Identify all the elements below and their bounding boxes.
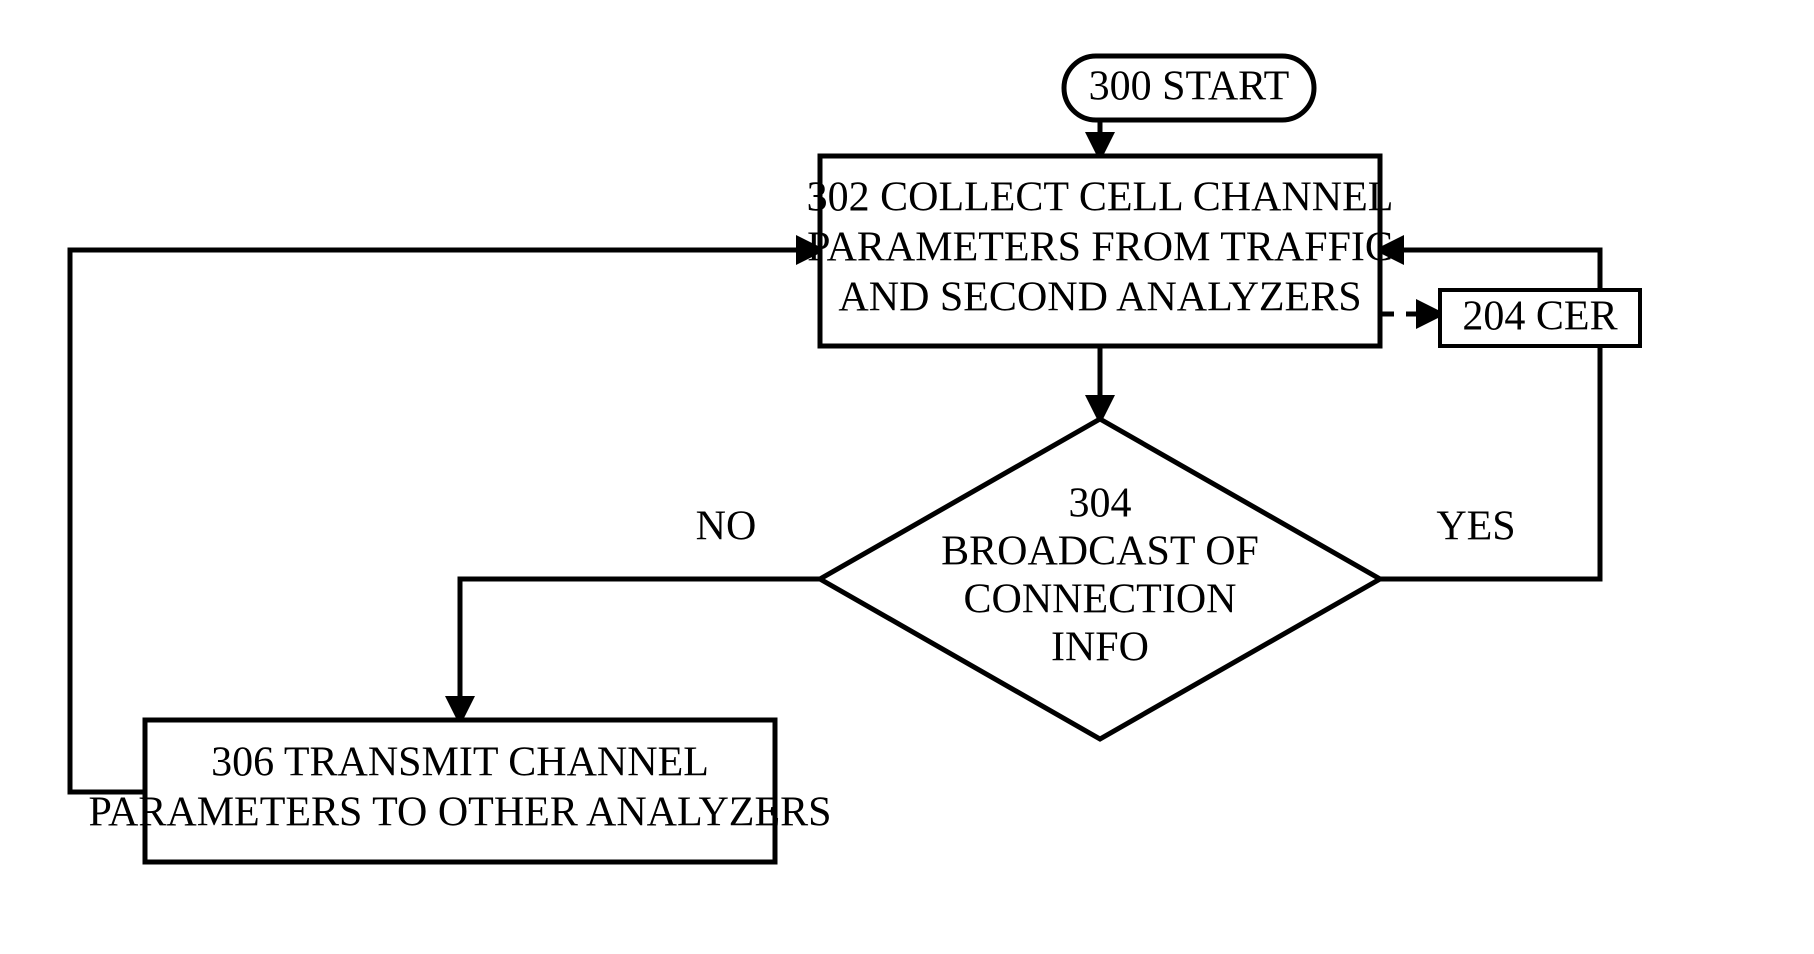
collect-label-line: AND SECOND ANALYZERS xyxy=(838,275,1361,321)
decision-label-line: INFO xyxy=(1051,625,1149,671)
collect-label-line: PARAMETERS FROM TRAFFIC xyxy=(807,225,1393,271)
collect-label-line: 302 COLLECT CELL CHANNEL xyxy=(807,175,1394,221)
transmit-label-line: PARAMETERS TO OTHER ANALYZERS xyxy=(89,790,832,836)
transmit-label-line: 306 TRANSMIT CHANNEL xyxy=(211,740,709,786)
collect-label: 302 COLLECT CELL CHANNELPARAMETERS FROM … xyxy=(807,175,1394,321)
decision-label-line: CONNECTION xyxy=(964,577,1237,623)
no-label: NO xyxy=(696,504,757,550)
edge-decision_no-transmit xyxy=(460,579,820,720)
start-label: 300 START xyxy=(1089,64,1290,110)
nodes-layer: 300 START302 COLLECT CELL CHANNELPARAMET… xyxy=(89,56,1640,862)
yes-label: YES xyxy=(1436,504,1515,550)
cer-label: 204 CER xyxy=(1462,294,1617,340)
decision-label-line: BROADCAST OF xyxy=(941,529,1259,575)
flowchart-canvas: 300 START302 COLLECT CELL CHANNELPARAMET… xyxy=(0,0,1814,954)
decision-label-line: 304 xyxy=(1069,481,1132,527)
